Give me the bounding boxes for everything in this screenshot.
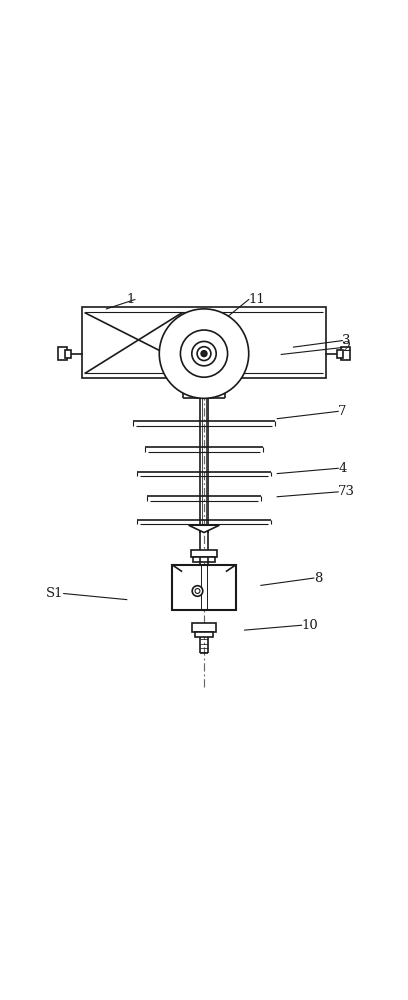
Text: S1: S1 [46, 587, 64, 600]
Bar [65, 350, 71, 358]
Bar [195, 632, 213, 637]
Bar [191, 550, 217, 557]
Text: 11: 11 [249, 293, 266, 306]
Bar [341, 347, 350, 360]
Text: 8: 8 [314, 572, 322, 585]
Circle shape [159, 309, 249, 398]
Circle shape [192, 586, 203, 596]
Text: 2: 2 [342, 341, 350, 354]
Polygon shape [188, 525, 220, 533]
Bar [82, 307, 326, 378]
Circle shape [201, 351, 207, 356]
Text: 3: 3 [342, 334, 351, 347]
Bar [58, 347, 67, 360]
Text: 1: 1 [126, 293, 135, 306]
Text: 73: 73 [338, 485, 355, 498]
Bar [193, 557, 215, 562]
Circle shape [192, 341, 216, 366]
Text: 4: 4 [338, 462, 346, 475]
Bar [192, 623, 216, 632]
Bar [337, 350, 343, 358]
Text: 10: 10 [302, 619, 318, 632]
Bar [173, 565, 235, 610]
Circle shape [195, 589, 200, 593]
Circle shape [180, 330, 228, 377]
Circle shape [197, 347, 211, 361]
Text: 7: 7 [338, 405, 347, 418]
